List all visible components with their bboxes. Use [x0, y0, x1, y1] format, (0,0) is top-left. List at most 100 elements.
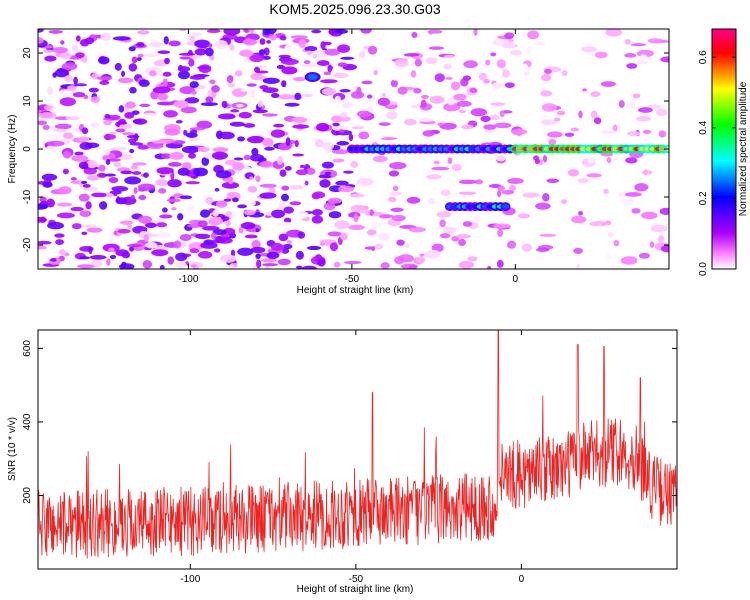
spectrogram-cell: [587, 156, 595, 164]
spectrogram-cell: [155, 179, 168, 186]
spectrogram-cell: [273, 123, 285, 128]
spectrogram-cell: [107, 114, 121, 120]
spectrogram-cell: [350, 160, 359, 169]
spectrogram-cell: [61, 62, 78, 71]
spectrogram-cell: [270, 242, 284, 251]
spectrogram-cell: [108, 247, 115, 253]
spectrogram-cell: [179, 195, 192, 200]
spectrogram-cell: [154, 245, 168, 251]
spectrogram-cell: [650, 224, 668, 233]
spectrogram-cell: [75, 52, 85, 58]
spectrogram-cell: [119, 123, 133, 130]
spectrogram-cell: [76, 264, 95, 269]
spectrogram-cell: [321, 161, 334, 169]
spectrogram-cell: [113, 230, 118, 236]
spectrogram-cell: [634, 183, 649, 192]
spectrogram-cell: [38, 29, 44, 33]
spectrogram-cell: [99, 80, 110, 85]
spectrogram-cell: [229, 264, 235, 269]
spectrogram-cell: [212, 147, 229, 153]
spectrogram-cell: [50, 258, 57, 262]
spectrogram-cell: [556, 110, 566, 116]
spectrogram-cell: [561, 199, 568, 204]
spectrogram-cell: [259, 192, 277, 199]
snr-x-ticks: -100 -50 0: [180, 330, 525, 585]
spectrogram-cell: [215, 170, 232, 179]
spectrogram-cell: [160, 153, 172, 159]
spectrogram-cell: [660, 244, 669, 253]
spectrogram-cell: [303, 60, 311, 65]
spectrogram-cell: [262, 113, 278, 117]
spectrogram-cell: [152, 86, 171, 94]
spectrogram-cell: [298, 39, 307, 48]
spectrogram-cell: [324, 48, 341, 56]
spectrogram-cell: [175, 252, 188, 262]
spectrogram-cell: [334, 220, 350, 230]
spectrogram-cell: [420, 99, 427, 108]
spectrogram-cell: [108, 176, 119, 184]
spectrogram-cell: [120, 170, 133, 175]
spectrogram-cell: [434, 73, 445, 83]
spectrogram-cell: [318, 174, 332, 179]
spectrogram-cell: [277, 258, 291, 266]
spectrogram-cell: [136, 42, 145, 48]
spectrogram-cell: [501, 69, 511, 78]
spectrogram-cell: [425, 57, 438, 65]
spectrogram-cell: [162, 207, 168, 213]
spectrogram-cell: [278, 233, 289, 242]
spectrogram-cell: [190, 264, 197, 268]
spectrogram-cell: [638, 252, 650, 259]
spectrogram-cell: [286, 240, 293, 244]
spectrogram-cell: [42, 124, 50, 130]
spectrogram-cell: [391, 214, 406, 222]
spectrogram-cell: [240, 222, 256, 230]
spectrogram-cell: [544, 68, 552, 75]
spectrogram-cell: [246, 83, 257, 87]
spectrogram-cell: [74, 83, 88, 87]
spectrogram-cell: [453, 93, 467, 101]
spectrogram-cell: [294, 140, 299, 148]
spectrogram-cell: [388, 196, 397, 202]
spectrogram-y-tick-label: 0: [22, 146, 33, 152]
spectrogram-cell: [521, 63, 529, 72]
spectrogram-cell: [90, 96, 100, 103]
spectrogram-feature-core: [307, 74, 318, 80]
spectrogram-cell: [197, 146, 210, 152]
spectrogram-cell: [397, 254, 415, 263]
spectrogram-cell: [137, 215, 153, 224]
spectrogram-cell: [637, 107, 653, 113]
spectrogram-cell: [408, 264, 417, 269]
spectrogram-cell: [305, 167, 316, 175]
spectrogram-cell: [450, 81, 461, 91]
spectrogram-cell: [415, 256, 426, 264]
spectrogram-cell: [553, 117, 561, 122]
spectrogram-cell: [443, 226, 457, 234]
spectrogram-cell: [259, 38, 266, 45]
spectrogram-cell: [220, 254, 237, 263]
spectrogram-cell: [297, 231, 306, 239]
spectrogram-cell: [337, 62, 348, 68]
spectrogram-cell: [288, 140, 296, 144]
spectrogram-cell: [490, 114, 500, 121]
spectrogram-cell: [291, 210, 309, 219]
spectrogram-cell: [414, 58, 423, 67]
spectrogram-cell: [44, 55, 57, 62]
spectrogram-cell: [79, 210, 92, 218]
spectrogram-cell: [194, 39, 211, 49]
spectrogram-cell: [291, 116, 308, 123]
spectrogram-cell: [82, 224, 97, 228]
spectrogram-cell: [443, 54, 455, 58]
spectrogram-cell: [257, 65, 269, 69]
spectrogram-cell: [60, 40, 65, 45]
spectrogram-cell: [237, 204, 248, 209]
spectrogram-cell: [240, 88, 247, 92]
spectrogram-cell: [337, 185, 355, 193]
spectrogram-cell: [360, 29, 372, 34]
spectrogram-cell: [295, 265, 303, 269]
spectrogram-cell: [445, 76, 453, 81]
spectrogram-cell: [180, 106, 197, 114]
spectrogram-cell: [292, 77, 307, 82]
spectrogram-cell: [104, 113, 111, 119]
spectrogram-cell: [201, 225, 220, 231]
spectrogram-cell: [99, 201, 108, 210]
